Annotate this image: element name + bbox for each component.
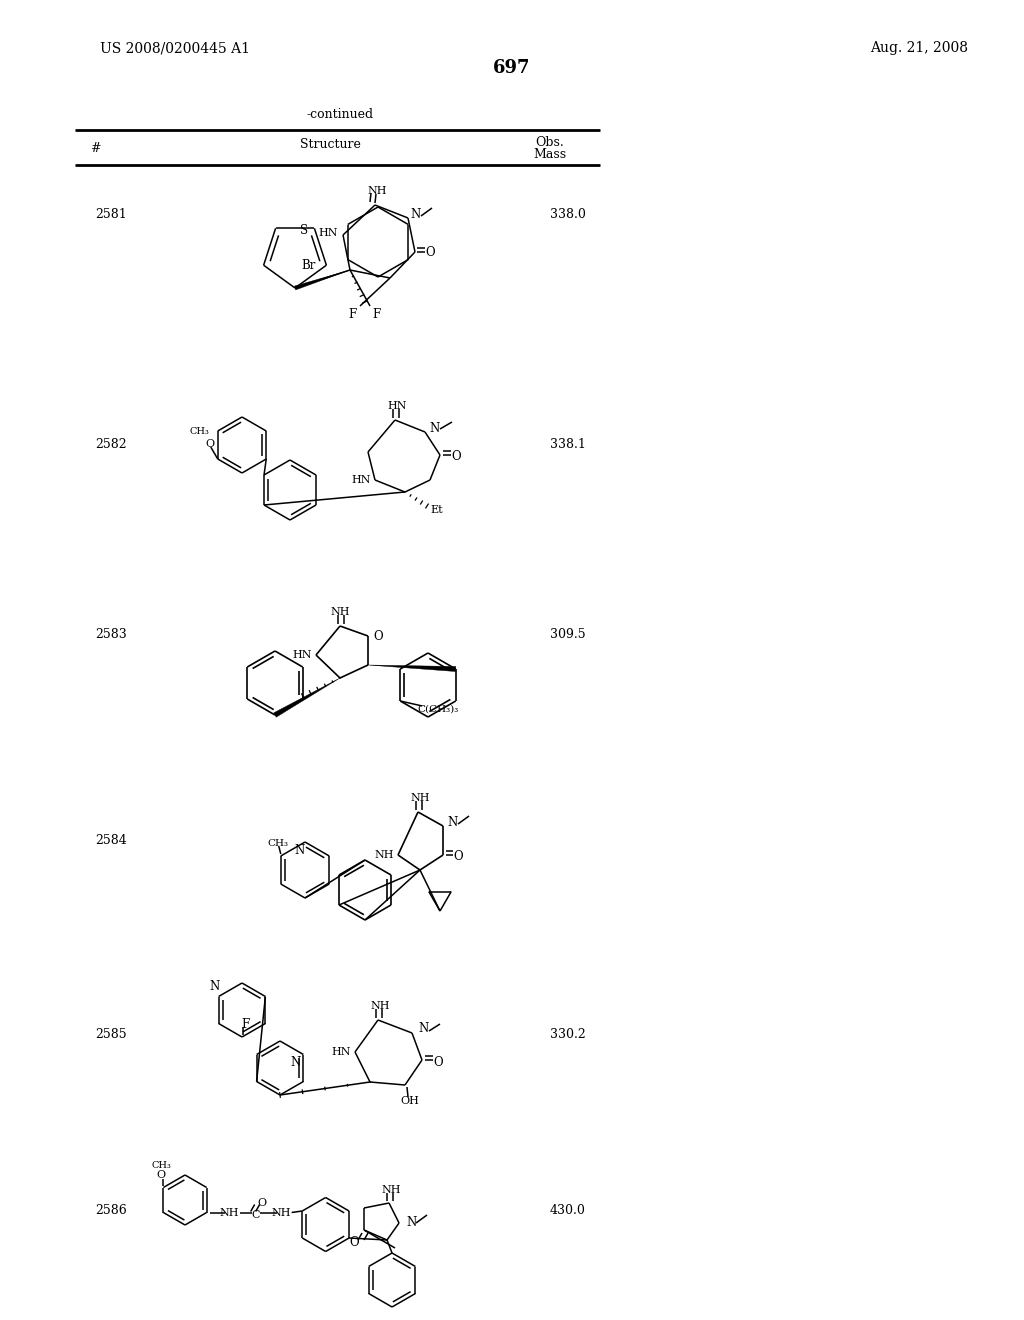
Text: NH: NH: [381, 1185, 400, 1195]
Text: 330.2: 330.2: [550, 1028, 586, 1041]
Text: HN: HN: [331, 1047, 351, 1057]
Text: HN: HN: [387, 401, 407, 411]
Text: O: O: [452, 450, 461, 463]
Text: HN: HN: [351, 475, 371, 484]
Text: 338.0: 338.0: [550, 209, 586, 222]
Text: Br: Br: [301, 259, 315, 272]
Text: -continued: -continued: [306, 107, 374, 120]
Text: NH: NH: [220, 1208, 240, 1217]
Text: 2584: 2584: [95, 833, 127, 846]
Text: Obs.: Obs.: [536, 136, 564, 149]
Text: N: N: [406, 1217, 416, 1229]
Text: #: #: [90, 141, 100, 154]
Text: C: C: [252, 1209, 260, 1220]
Text: CH₃: CH₃: [267, 840, 288, 849]
Text: O: O: [425, 246, 435, 259]
Text: NH: NH: [374, 850, 394, 861]
Text: US 2008/0200445 A1: US 2008/0200445 A1: [100, 41, 250, 55]
Text: Et: Et: [431, 506, 443, 515]
Text: N: N: [295, 843, 305, 857]
Text: O: O: [454, 850, 463, 863]
Text: CH₃: CH₃: [152, 1162, 171, 1170]
Text: 697: 697: [494, 59, 530, 77]
Text: F: F: [348, 308, 356, 321]
Text: F: F: [241, 1018, 249, 1031]
Text: OH: OH: [400, 1096, 420, 1106]
Text: NH: NH: [368, 186, 387, 195]
Text: O: O: [257, 1197, 266, 1208]
Text: N: N: [290, 1056, 300, 1069]
Text: NH: NH: [371, 1001, 390, 1011]
Text: 2586: 2586: [95, 1204, 127, 1217]
Text: Mass: Mass: [534, 149, 566, 161]
Text: 2581: 2581: [95, 209, 127, 222]
Text: N: N: [411, 209, 421, 222]
Polygon shape: [368, 665, 456, 672]
Text: F: F: [372, 308, 380, 321]
Text: N: N: [430, 421, 440, 434]
Polygon shape: [273, 678, 340, 717]
Text: C(CH₃)₃: C(CH₃)₃: [418, 705, 459, 714]
Text: NH: NH: [272, 1208, 292, 1217]
Text: O: O: [157, 1171, 166, 1180]
Text: N: N: [210, 979, 220, 993]
Text: HN: HN: [318, 228, 338, 238]
Text: 2582: 2582: [95, 438, 127, 451]
Text: NH: NH: [331, 607, 350, 616]
Text: 309.5: 309.5: [550, 628, 586, 642]
Text: 430.0: 430.0: [550, 1204, 586, 1217]
Polygon shape: [294, 271, 350, 290]
Text: Structure: Structure: [300, 137, 360, 150]
Text: S: S: [300, 224, 308, 236]
Text: O: O: [433, 1056, 442, 1068]
Text: 338.1: 338.1: [550, 438, 586, 451]
Text: HN: HN: [292, 649, 311, 660]
Text: O: O: [205, 440, 214, 449]
Text: 2583: 2583: [95, 628, 127, 642]
Text: Aug. 21, 2008: Aug. 21, 2008: [870, 41, 968, 55]
Text: NH: NH: [411, 793, 430, 803]
Text: N: N: [447, 816, 458, 829]
Text: O: O: [349, 1236, 358, 1249]
Text: CH₃: CH₃: [189, 426, 210, 436]
Text: N: N: [419, 1023, 429, 1035]
Text: O: O: [373, 630, 383, 643]
Text: 2585: 2585: [95, 1028, 127, 1041]
